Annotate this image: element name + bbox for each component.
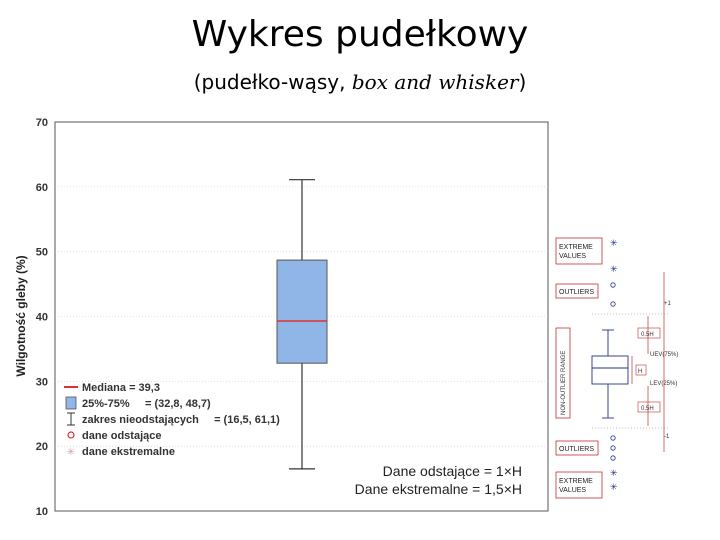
minus-05h-box: [637, 401, 661, 413]
subtitle-plain: (pudełko-wąsy,: [193, 70, 352, 94]
extreme-star-top-2: ✳: [610, 265, 618, 275]
outlier-circle-bottom-1: [610, 435, 616, 441]
outlier-circle-bottom-3: [610, 455, 616, 461]
extreme-values-top-label-2: VALUES: [559, 253, 586, 260]
extreme-values-bottom-box: [555, 471, 603, 499]
iqr-box: [276, 259, 328, 364]
y-tick-label: 10: [36, 506, 48, 518]
legend-outlier-label: dane odstające: [82, 430, 161, 442]
y-axis-label: Wilgotność gleby (%): [14, 255, 28, 376]
extreme-values-bottom-label-1: EXTREME: [559, 478, 593, 485]
non-outlier-range-box: [555, 327, 571, 419]
legend-whisker-label: zakres nieodstających = (16,5, 61,1): [82, 414, 280, 426]
outliers-bottom-label: OUTLIERS: [559, 446, 594, 453]
annotation-outliers: Dane odstające = 1×H: [383, 463, 522, 479]
outlier-circle-top-1: [610, 282, 616, 288]
h-label: H: [638, 369, 642, 375]
subtitle-end: ): [518, 70, 527, 94]
legend-iqr-label: 25%-75% = (32,8, 48,7): [82, 398, 211, 410]
page-title: Wykres pudełkowy: [191, 14, 529, 55]
non-outlier-range-label: NON-OUTLIER RANGE: [561, 351, 567, 415]
boxplot-explanation-diagram: EXTREME VALUES ✳ ✳ OUTLIERS NON-OUTLIER …: [555, 237, 678, 499]
legend: Mediana = 39,3 25%-75% = (32,8, 48,7) za…: [64, 382, 280, 458]
outlier-circle-top-2: [610, 301, 616, 307]
extreme-star-top-1: ✳: [610, 239, 618, 249]
y-tick-label: 20: [36, 441, 48, 453]
extreme-star-bottom-1: ✳: [610, 469, 618, 479]
page-subtitle: (pudełko-wąsy, box and whisker): [0, 70, 720, 94]
plus-05h-label: 0.5H: [641, 332, 654, 338]
outliers-bottom-box: [555, 440, 599, 456]
outlier-circle-bottom-2: [610, 445, 616, 451]
extreme-values-top-label-1: EXTREME: [559, 244, 593, 251]
minus-1-label: -1: [664, 434, 670, 440]
h-box: [635, 364, 647, 376]
extreme-values-bottom-label-2: VALUES: [559, 487, 586, 494]
plus-05h-box: [637, 327, 661, 339]
extreme-values-top-box: [555, 237, 603, 265]
legend-median-label: Mediana = 39,3: [82, 382, 160, 394]
legend-box-marker: [65, 396, 77, 410]
legend-extreme-label: dane ekstremalne: [82, 446, 175, 458]
legend-outlier-marker: [67, 431, 75, 439]
outliers-top-box: [555, 283, 599, 299]
y-tick-label: 50: [36, 247, 48, 259]
outliers-top-label: OUTLIERS: [559, 289, 594, 296]
extreme-star-bottom-2: ✳: [610, 483, 618, 493]
plus-1-label: +1: [664, 301, 672, 307]
annotation-extremes: Dane ekstremalne = 1,5×H: [355, 481, 522, 497]
y-tick-label: 40: [36, 312, 48, 324]
minus-05h-label: 0.5H: [641, 406, 654, 412]
mini-box: [591, 355, 629, 385]
y-tick-labels: 10 20 30 40 50 60 70: [36, 117, 48, 518]
y-tick-label: 30: [36, 376, 48, 388]
y-tick-label: 70: [36, 117, 48, 129]
legend-extreme-marker: ✳: [67, 447, 75, 458]
subtitle-italic: box and whisker: [351, 70, 519, 94]
y-tick-label: 60: [36, 182, 48, 194]
